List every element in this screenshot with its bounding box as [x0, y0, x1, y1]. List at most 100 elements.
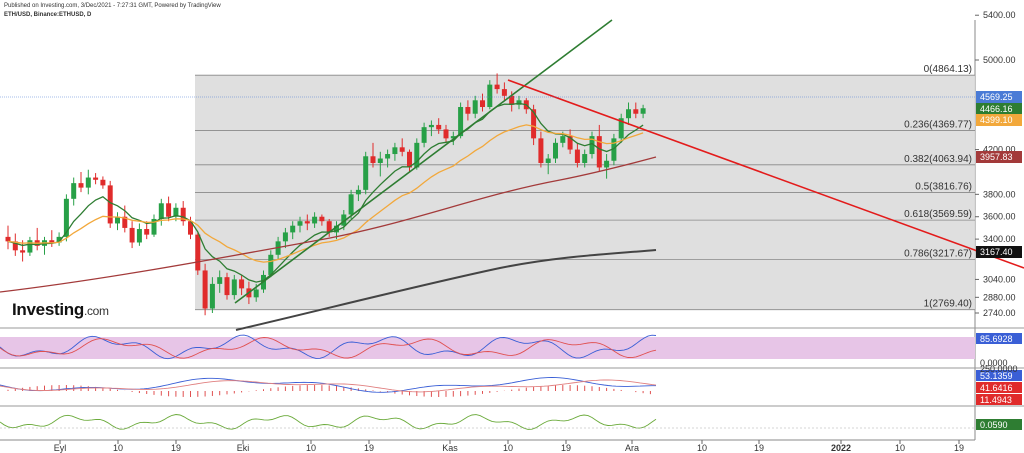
x-tick-label: 10 [306, 443, 316, 453]
candle-body [604, 160, 610, 168]
candle [166, 196, 172, 222]
candle-body [334, 225, 339, 233]
candle [363, 151, 369, 195]
candle-body [465, 107, 471, 114]
y-tick-label: 3400.00 [983, 234, 1016, 244]
candle [582, 149, 588, 168]
candle-body [626, 109, 631, 119]
candle [604, 154, 610, 179]
candle-body [531, 109, 537, 139]
candle [392, 142, 398, 161]
candle [355, 185, 361, 202]
candle [443, 124, 449, 143]
candle-body [589, 136, 595, 155]
candle-body [151, 218, 157, 235]
macd-value-tag: 11.4943 [976, 394, 1022, 405]
candle-body [129, 227, 135, 243]
stoch-tag-text: 85.6928 [980, 334, 1013, 344]
candle-body [501, 89, 507, 96]
price-label-text: 4399.10 [980, 115, 1013, 125]
candle-body [290, 225, 296, 233]
candle [195, 232, 201, 275]
macd-value-tag: 53.1359 [976, 370, 1022, 381]
candle [545, 154, 551, 175]
candle-body [560, 136, 566, 143]
candle-body [487, 84, 493, 108]
candle-body [180, 207, 186, 222]
candle [326, 218, 332, 237]
x-tick-label: Eki [237, 443, 250, 453]
x-tick-label: 19 [754, 443, 764, 453]
candle-body [553, 142, 558, 159]
candle-body [319, 216, 325, 222]
candle [151, 214, 157, 237]
candle-body [494, 84, 500, 90]
candle-body [20, 250, 26, 253]
candle [63, 194, 69, 242]
candle [501, 82, 507, 101]
candle-body [268, 254, 274, 275]
price-label-tag: 4399.10 [976, 114, 1022, 126]
candle-body [567, 136, 573, 150]
candle [202, 263, 208, 316]
candle-body [370, 156, 376, 163]
candle-body [188, 221, 193, 235]
candle-body [297, 221, 303, 226]
macd-signal-line [0, 379, 657, 393]
x-tick-label: 10 [503, 443, 513, 453]
candle-body [582, 154, 588, 163]
candle-body [421, 127, 427, 143]
fib-label: 0.618(3569.59) [904, 209, 972, 220]
candle-body [304, 221, 310, 224]
price-label-bg [976, 91, 1022, 103]
candle [12, 233, 18, 256]
logo-suffix: .com [83, 304, 109, 318]
candle-body [27, 240, 33, 253]
candle [480, 93, 485, 112]
macd-tag-bg [976, 394, 1022, 405]
price-label-text: 4569.25 [980, 92, 1013, 102]
candle [224, 272, 230, 300]
price-label-tag: 3167.40 [976, 246, 1022, 258]
candle-body [78, 183, 84, 188]
y-tick-label: 4200.00 [983, 145, 1016, 155]
fib-label: 1(2769.40) [924, 299, 972, 310]
candle [71, 177, 77, 206]
candle [589, 131, 595, 159]
x-tick-label: 10 [697, 443, 707, 453]
price-label-text: 3957.83 [980, 152, 1013, 162]
candle [348, 189, 354, 219]
candle [78, 171, 84, 193]
candle-body [348, 194, 354, 215]
candle-body [414, 142, 420, 168]
symbol-line: ETH/USD, Binance:ETHUSD, D [4, 12, 92, 18]
candle [312, 212, 318, 228]
candle [107, 180, 113, 228]
candle [407, 149, 412, 172]
candle-body [217, 277, 223, 284]
price-label-text: 3167.40 [980, 247, 1013, 257]
candle-body [516, 100, 522, 105]
candle [370, 142, 376, 168]
candle [377, 151, 383, 177]
candle [611, 133, 617, 166]
candle [282, 227, 288, 249]
candle-body [100, 179, 106, 186]
candle [209, 277, 215, 313]
candle-body [377, 158, 383, 163]
candle [633, 102, 639, 119]
candle-body [443, 129, 449, 139]
candle [472, 95, 478, 119]
candle [180, 201, 186, 226]
candle-body [209, 283, 215, 309]
price-label-bg [976, 151, 1022, 163]
candle-body [538, 138, 544, 163]
third-tag-bg [976, 419, 1022, 430]
fib-label: 0.236(4369.77) [904, 120, 972, 131]
candle-body [611, 138, 617, 161]
x-tick-label: 19 [561, 443, 571, 453]
candle [626, 102, 631, 125]
candle [574, 142, 580, 168]
candle [428, 120, 434, 137]
candle-body [392, 147, 398, 155]
